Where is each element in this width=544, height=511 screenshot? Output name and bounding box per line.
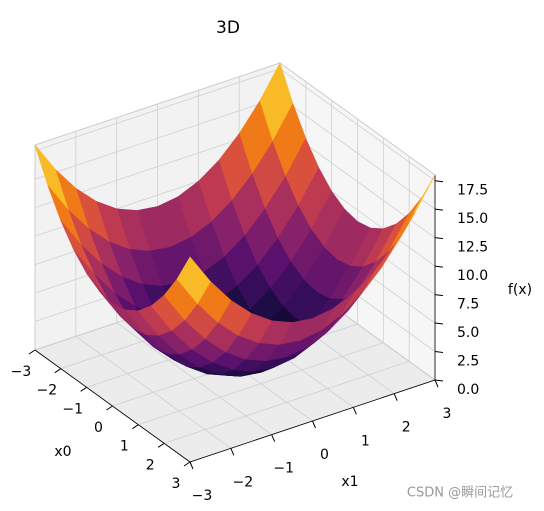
grid-line [75, 336, 232, 449]
y-tick-label: −2 [233, 474, 254, 490]
z-tick [434, 294, 444, 297]
z-tick [434, 265, 444, 268]
y-tick-label: 1 [361, 433, 370, 449]
surface-face [176, 256, 211, 305]
z-tick [434, 208, 444, 211]
y-tick-label: 0 [320, 447, 329, 463]
z-tick [434, 351, 444, 354]
z-tick-label: 7.5 [457, 297, 479, 313]
x-tick-label: −3 [11, 364, 32, 380]
z-tick [434, 379, 444, 382]
x-tick [106, 405, 113, 411]
x-tick-label: 1 [120, 439, 129, 455]
z-tick-label: 15.0 [457, 211, 488, 227]
y-tick-label: −3 [192, 488, 213, 504]
x-tick [54, 368, 62, 374]
x-axis-label: x0 [54, 444, 71, 460]
y-tick [393, 393, 398, 401]
x-tick-label: −1 [62, 401, 83, 417]
grid-line [116, 322, 272, 435]
z-tick-label: 17.5 [457, 183, 488, 199]
axis-line [189, 379, 436, 463]
y-tick [189, 461, 194, 470]
y-axis-label: x1 [341, 474, 358, 490]
y-tick-label: 3 [443, 406, 452, 422]
x-tick [157, 442, 165, 448]
x-tick [28, 349, 36, 355]
x-tick [132, 424, 139, 430]
watermark: CSDN @瞬间记忆 [407, 485, 513, 501]
z-tick-label: 2.5 [457, 354, 479, 370]
axis-line [34, 349, 191, 463]
z-tick-label: 5.0 [457, 325, 479, 341]
y-tick [271, 434, 276, 442]
x-tick [80, 386, 87, 392]
y-tick [434, 379, 439, 388]
z-tick-label: 12.5 [457, 240, 488, 256]
x-tick-label: 0 [94, 420, 103, 436]
grid-line [279, 68, 436, 182]
z-axis-label: f(x) [508, 282, 532, 298]
x-tick-label: 3 [172, 476, 181, 492]
grid-line [34, 96, 281, 180]
y-tick [230, 448, 235, 456]
y-tick [312, 420, 316, 429]
x-tick [183, 461, 191, 467]
x-tick-label: 2 [146, 457, 155, 473]
z-tick-label: 0.0 [457, 382, 479, 398]
y-tick [352, 407, 357, 415]
grid-line [34, 68, 281, 152]
z-tick [434, 237, 444, 240]
chart-title: 3D [216, 18, 240, 38]
x-tick-label: −2 [37, 383, 58, 399]
z-tick-label: 10.0 [457, 268, 488, 284]
z-tick [434, 180, 444, 183]
grid-line [279, 96, 436, 210]
z-tick [434, 322, 444, 325]
y-tick-label: −1 [273, 461, 294, 477]
y-tick-label: 2 [402, 420, 411, 436]
